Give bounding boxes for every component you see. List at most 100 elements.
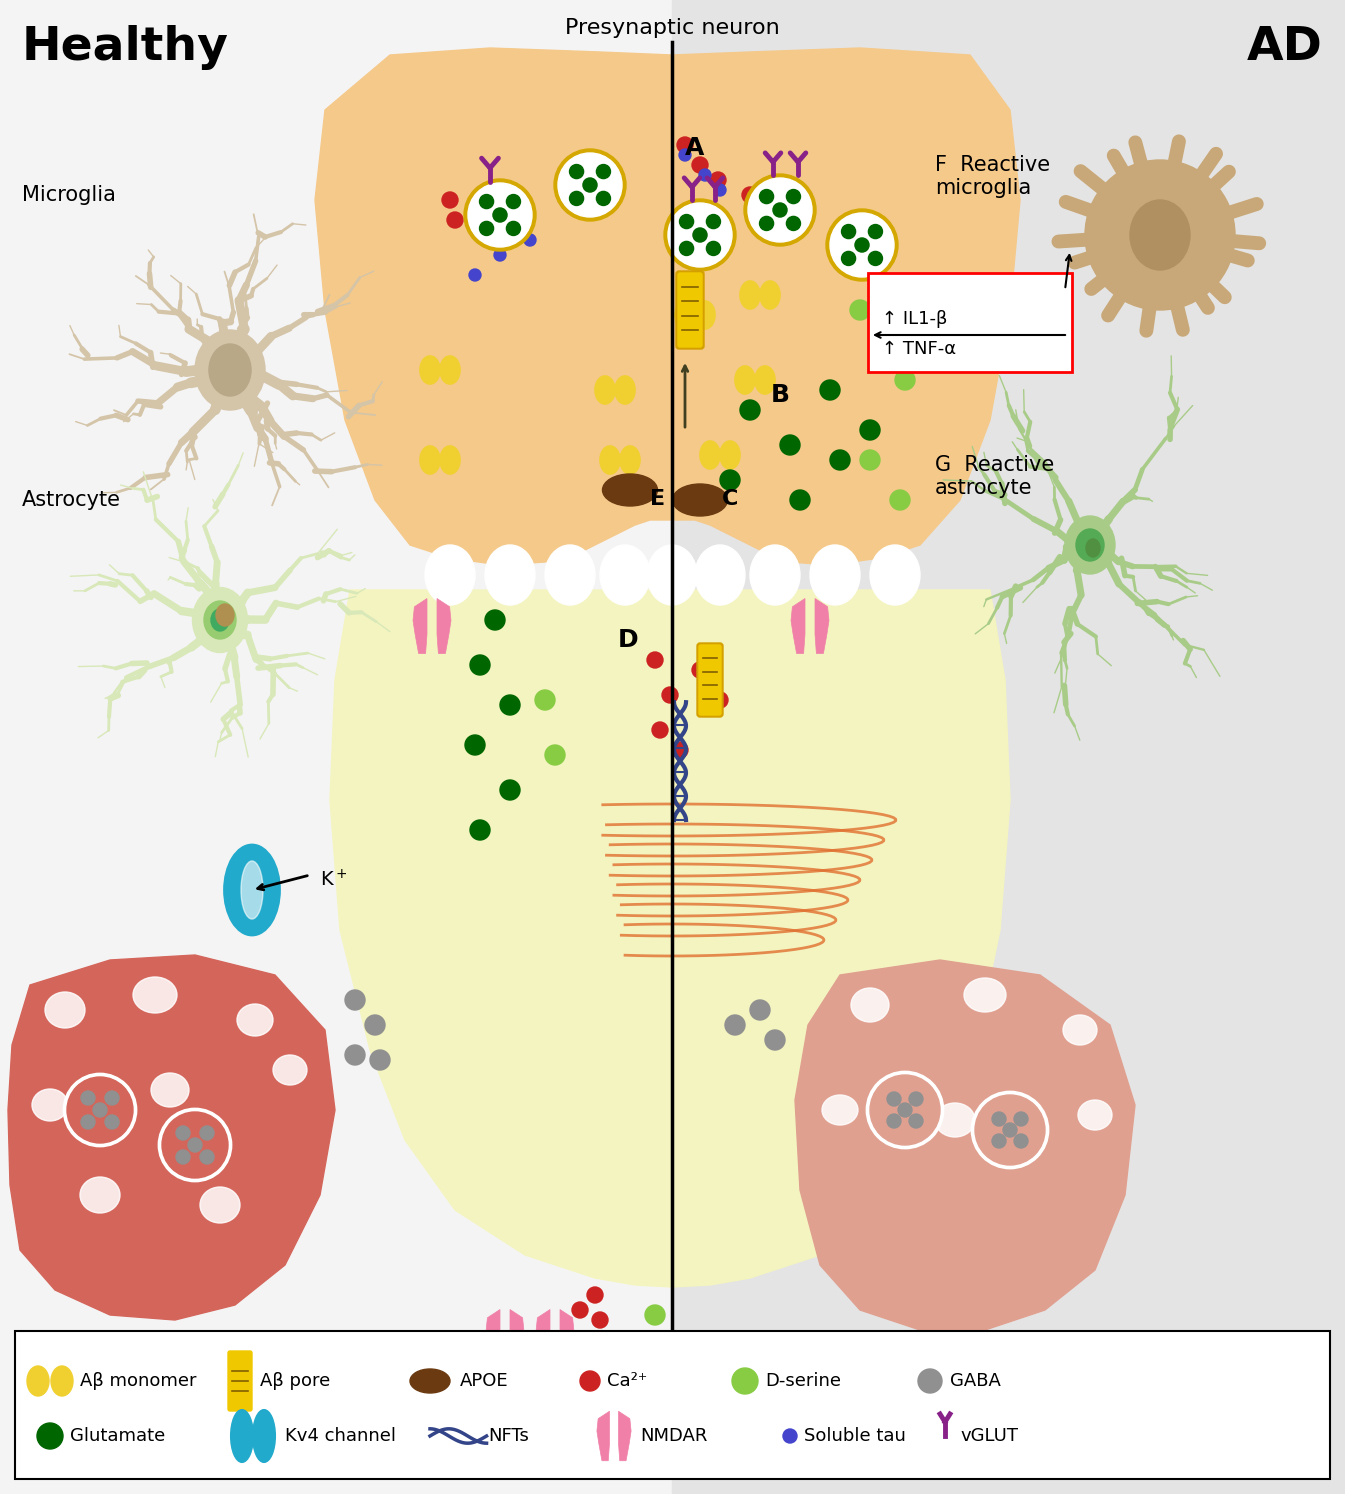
Circle shape [732,1369,759,1394]
Ellipse shape [79,1177,120,1213]
Circle shape [535,690,555,710]
FancyBboxPatch shape [15,1331,1330,1479]
Circle shape [691,157,707,173]
Polygon shape [791,599,806,653]
Ellipse shape [217,604,234,626]
Circle shape [993,1134,1006,1147]
Text: vGLUT: vGLUT [960,1427,1018,1445]
Polygon shape [537,1310,550,1364]
Ellipse shape [1130,200,1190,270]
Text: Postsynaptic neuron: Postsynaptic neuron [377,1366,603,1385]
Text: E: E [650,489,664,509]
Ellipse shape [486,545,535,605]
Ellipse shape [964,979,1006,1011]
Ellipse shape [410,1369,451,1392]
Ellipse shape [695,545,745,605]
Ellipse shape [720,441,740,469]
Circle shape [586,1286,603,1303]
Ellipse shape [420,356,440,384]
Circle shape [176,1150,190,1164]
Ellipse shape [935,1103,975,1137]
Circle shape [646,1304,664,1325]
Circle shape [870,1076,940,1144]
Ellipse shape [620,447,640,474]
Circle shape [725,1014,745,1035]
Circle shape [720,471,740,490]
Text: Inhibitory interneuron: Inhibitory interneuron [22,1345,249,1366]
Circle shape [569,164,584,179]
Polygon shape [315,48,1020,565]
Ellipse shape [870,545,920,605]
Text: Glutamate: Glutamate [70,1427,165,1445]
Circle shape [469,820,490,840]
Ellipse shape [603,474,658,506]
Circle shape [346,1044,364,1065]
Circle shape [691,662,707,678]
Polygon shape [510,1310,525,1364]
Ellipse shape [225,846,280,935]
Circle shape [773,203,787,217]
Ellipse shape [208,344,252,396]
Circle shape [668,203,732,267]
Bar [0,0,672,1494]
Text: Ca²⁺: Ca²⁺ [607,1371,647,1389]
Text: D: D [617,627,639,651]
Circle shape [480,194,494,209]
Text: ↑ IL1-β: ↑ IL1-β [882,309,947,329]
Ellipse shape [273,1055,307,1085]
Text: B: B [771,382,790,406]
Polygon shape [413,599,426,653]
Ellipse shape [647,545,697,605]
Text: Astrocyte: Astrocyte [22,490,121,509]
FancyBboxPatch shape [678,273,702,347]
Circle shape [188,1138,202,1152]
Circle shape [710,172,726,188]
Circle shape [909,1092,923,1106]
Circle shape [869,224,882,239]
Ellipse shape [851,988,889,1022]
Ellipse shape [545,545,594,605]
Ellipse shape [600,545,650,605]
Ellipse shape [600,447,620,474]
Polygon shape [486,1310,500,1364]
Circle shape [652,722,668,738]
Circle shape [742,187,759,203]
Circle shape [105,1115,118,1129]
Circle shape [65,1074,136,1146]
Circle shape [596,164,611,179]
Ellipse shape [440,356,460,384]
Circle shape [500,695,521,716]
Circle shape [525,235,537,247]
Circle shape [465,735,486,754]
Polygon shape [795,961,1135,1330]
Ellipse shape [204,601,235,639]
Circle shape [677,137,693,152]
Ellipse shape [133,977,178,1013]
Circle shape [855,238,869,252]
Circle shape [820,379,841,400]
Text: C: C [722,489,738,509]
Ellipse shape [675,300,695,329]
Ellipse shape [672,484,728,515]
Circle shape [898,1103,912,1118]
Ellipse shape [192,587,247,653]
Ellipse shape [151,1073,190,1107]
Circle shape [468,182,533,247]
Ellipse shape [695,300,716,329]
Circle shape [744,173,816,247]
Text: Aβ monomer: Aβ monomer [79,1371,196,1389]
Circle shape [346,991,364,1010]
Text: Aβ pore: Aβ pore [260,1371,331,1389]
Ellipse shape [751,545,800,605]
FancyBboxPatch shape [229,1351,252,1410]
Circle shape [161,1112,229,1177]
Circle shape [894,371,915,390]
Ellipse shape [51,1366,73,1395]
Text: G  Reactive
astrocyte: G Reactive astrocyte [935,456,1054,498]
Ellipse shape [810,545,859,605]
Circle shape [364,1014,385,1035]
Circle shape [464,179,537,251]
Circle shape [679,149,691,161]
Circle shape [507,221,521,236]
Ellipse shape [231,1410,253,1463]
